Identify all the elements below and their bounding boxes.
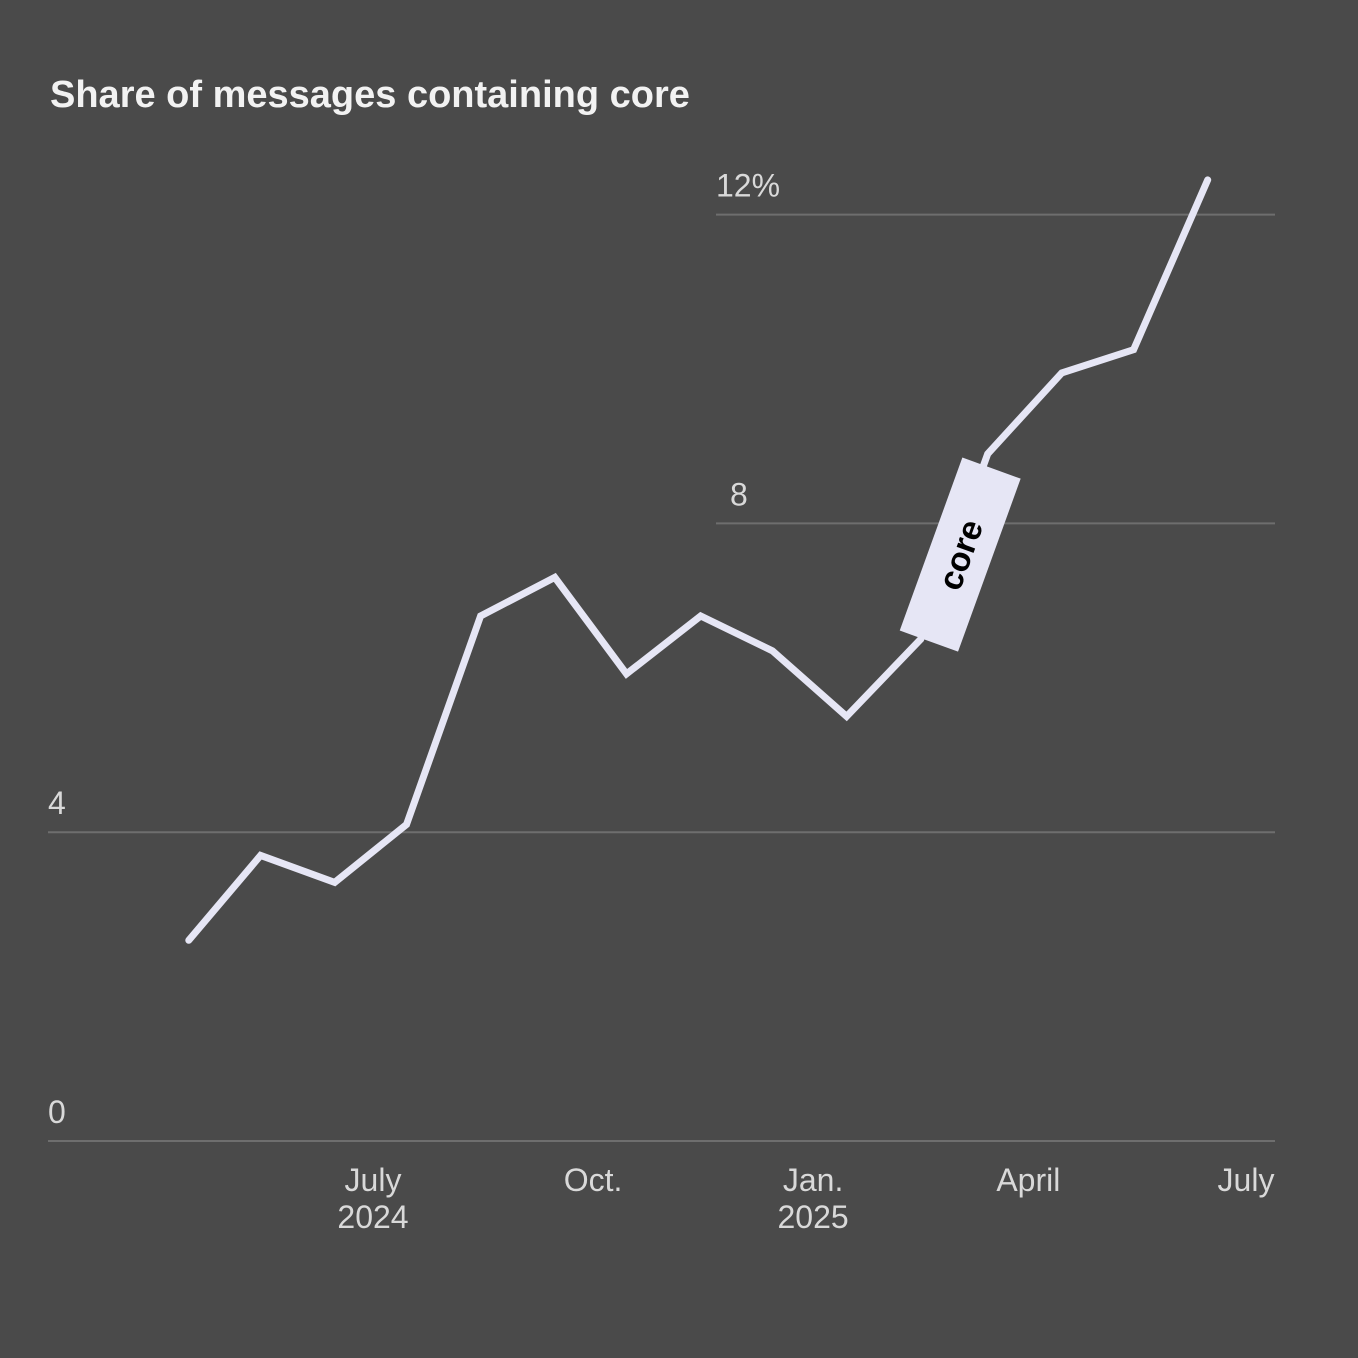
series-labels: core xyxy=(899,457,1021,652)
x-tick-year-label: 2025 xyxy=(777,1199,848,1235)
series-line-core xyxy=(185,176,1212,944)
chart-title: Share of messages containing core xyxy=(50,74,690,116)
series-lines xyxy=(185,176,1212,944)
x-tick-label: Oct. xyxy=(564,1162,623,1198)
x-tick-label: July xyxy=(1218,1162,1275,1198)
y-tick-label: 12% xyxy=(716,168,780,204)
y-tick-label: 4 xyxy=(48,785,66,821)
grid-lines xyxy=(48,213,1275,1142)
y-axis-ticks: 0 4 8 12% xyxy=(48,168,780,1130)
x-tick-label: July xyxy=(345,1162,402,1198)
x-tick-label: Jan. xyxy=(783,1162,843,1198)
y-tick-label: 8 xyxy=(730,476,748,512)
x-tick-year-label: 2024 xyxy=(337,1199,408,1235)
y-tick-label: 0 xyxy=(48,1094,66,1130)
series-label-box xyxy=(899,457,1021,652)
x-tick-label: April xyxy=(996,1162,1060,1198)
series-label-core: core xyxy=(899,457,1021,652)
